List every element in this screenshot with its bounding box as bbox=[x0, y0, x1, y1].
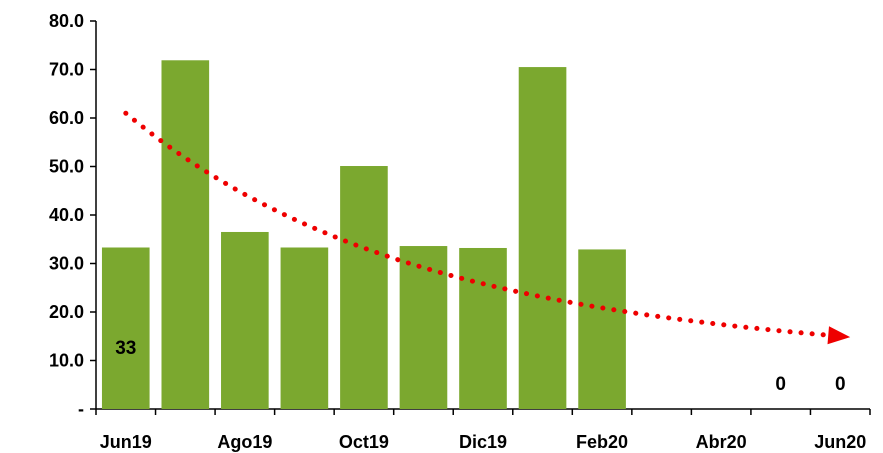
x-tick-label: Abr20 bbox=[696, 432, 747, 452]
bar bbox=[161, 60, 210, 409]
x-tick-label: Jun19 bbox=[100, 432, 152, 452]
x-tick-label: Dic19 bbox=[459, 432, 507, 452]
trendline-arrowhead bbox=[827, 326, 851, 345]
x-tick-label: Feb20 bbox=[576, 432, 628, 452]
data-label: 0 bbox=[835, 374, 846, 395]
data-label: 33 bbox=[115, 338, 136, 359]
bar bbox=[459, 247, 507, 409]
x-tick-label: Jun20 bbox=[814, 432, 866, 452]
trendline bbox=[123, 110, 851, 345]
y-tick-label: 60.0 bbox=[49, 108, 84, 128]
x-axis: Jun19 Ago19 Oct19 Dic19 Feb20 Abr20 Jun20 bbox=[95, 408, 871, 452]
y-tick-label: 40.0 bbox=[49, 205, 84, 225]
bar bbox=[340, 166, 388, 409]
bar bbox=[518, 67, 567, 409]
x-tick-label: Ago19 bbox=[217, 432, 272, 452]
bar bbox=[280, 247, 329, 409]
y-axis: - 10.0 20.0 30.0 40.0 50.0 60.0 70.0 80.0 bbox=[49, 11, 97, 419]
bar bbox=[101, 247, 150, 409]
trendline-path bbox=[123, 110, 843, 339]
bar bbox=[578, 249, 626, 409]
y-tick-label: 70.0 bbox=[49, 60, 84, 80]
y-tick-label: 50.0 bbox=[49, 157, 84, 177]
x-tick-label: Oct19 bbox=[339, 432, 389, 452]
data-labels: 33 0 0 bbox=[115, 338, 845, 395]
y-tick-label: 20.0 bbox=[49, 302, 84, 322]
y-tick-label: 80.0 bbox=[49, 11, 84, 31]
y-tick-label: 10.0 bbox=[49, 351, 84, 371]
bar bbox=[221, 231, 269, 409]
y-tick-label: 30.0 bbox=[49, 254, 84, 274]
data-label: 0 bbox=[775, 374, 786, 395]
y-tick-label: - bbox=[78, 399, 84, 419]
bars bbox=[101, 60, 626, 409]
